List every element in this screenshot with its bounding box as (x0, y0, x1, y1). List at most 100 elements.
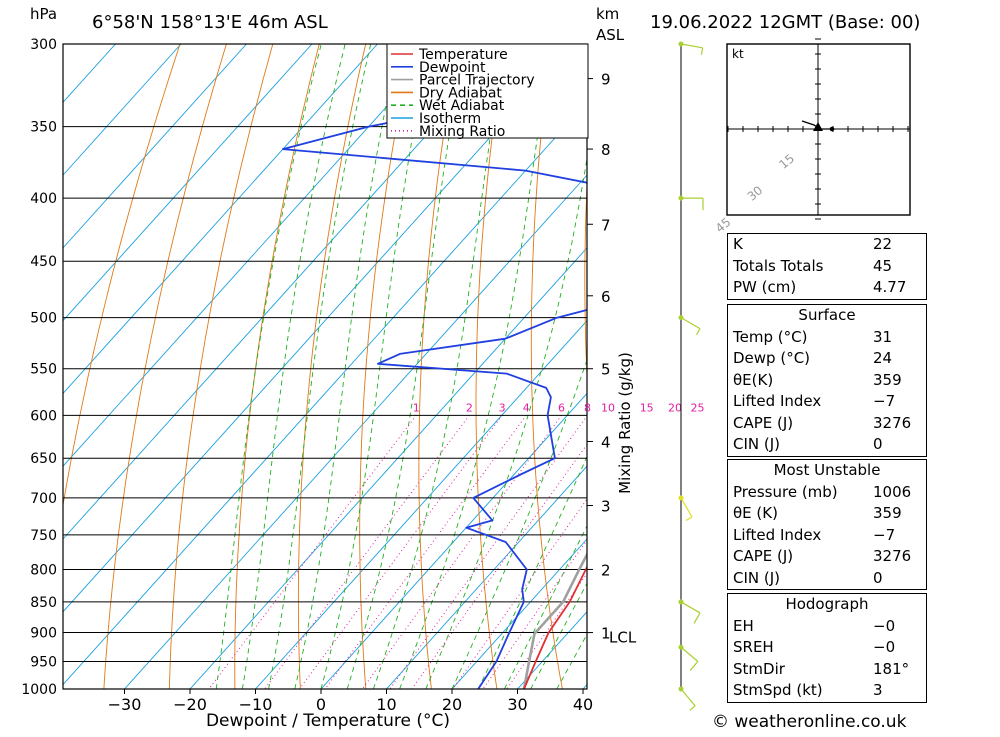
x-tick-label: 30 (507, 695, 527, 714)
most-unstable-row: Lifted Index−7 (728, 525, 926, 547)
hodograph-title: Hodograph (728, 594, 926, 616)
wet-adiabat-line (216, 44, 321, 689)
hodograph-value: −0 (873, 616, 926, 638)
dry-adiabat-line (923, 44, 1000, 689)
mixing-ratio-tick-label: 15 (640, 401, 654, 414)
most-unstable-label: CIN (J) (728, 568, 873, 590)
indices-label: K (728, 234, 873, 256)
mixing-ratio-tick-label: 25 (690, 401, 704, 414)
most-unstable-label: CAPE (J) (728, 546, 873, 568)
mixing-ratio-line (412, 415, 608, 689)
km-tick-label: 6 (601, 288, 611, 306)
most-unstable-label: θE (K) (728, 503, 873, 525)
wind-barb-flag (686, 517, 692, 521)
isotherm-line (0, 44, 443, 689)
isotherm-line (0, 44, 116, 689)
wind-barb-flag (690, 661, 698, 670)
surface-row: Lifted Index−7 (728, 391, 926, 413)
isotherm-line (0, 44, 509, 689)
wind-barb-staff (681, 44, 703, 48)
pressure-tick-label: 850 (30, 595, 57, 611)
indices-value: 4.77 (873, 277, 926, 299)
wind-barb-flag (697, 329, 701, 335)
surface-row: Temp (°C)31 (728, 327, 926, 349)
asl-unit-label: ASL (596, 26, 625, 44)
km-tick-label: 8 (601, 141, 611, 159)
mixing-ratio-line (325, 415, 526, 689)
isotherm-line (59, 44, 640, 689)
wind-profile (679, 42, 704, 711)
most-unstable-value: 1006 (873, 482, 926, 504)
pressure-tick-label: 350 (30, 120, 57, 136)
lcl-label: LCL (609, 629, 637, 647)
wet-adiabat-line (242, 44, 345, 689)
hodograph-row: StmSpd (kt)3 (728, 680, 926, 702)
mixing-ratio-tick-label: 2 (466, 401, 473, 414)
surface-label: Lifted Index (728, 391, 873, 413)
dry-adiabat-line (969, 44, 1000, 689)
isotherm-line (0, 44, 574, 689)
km-tick-label: 2 (601, 561, 611, 579)
pressure-tick-label: 500 (30, 311, 57, 327)
dry-adiabat-line (38, 44, 180, 689)
indices-value: 22 (873, 234, 926, 256)
surface-label: Dewp (°C) (728, 348, 873, 370)
copyright: © weatheronline.co.uk (712, 712, 907, 732)
wind-barb-staff (681, 318, 700, 329)
dry-adiabat-line (104, 44, 226, 689)
wind-barb-flag (690, 706, 695, 710)
surface-row: CAPE (J)3276 (728, 413, 926, 435)
valid-time: 19.06.2022 12GMT (Base: 00) (650, 12, 920, 33)
pressure-tick-label: 700 (30, 491, 57, 507)
mixing-ratio-line (483, 415, 675, 689)
surface-value: 31 (873, 327, 926, 349)
mixing-ratio-tick-label: 3 (499, 401, 506, 414)
pressure-tick-label: 600 (30, 408, 57, 424)
km-tick-label: 5 (601, 361, 611, 379)
hodograph-row: SREH−0 (728, 637, 926, 659)
surface-row: CIN (J)0 (728, 434, 926, 456)
most-unstable-table: Most Unstable Pressure (mb)1006 θE (K)35… (727, 459, 927, 590)
most-unstable-row: Pressure (mb)1006 (728, 482, 926, 504)
hodograph-label: StmSpd (kt) (728, 680, 873, 702)
most-unstable-value: −7 (873, 525, 926, 547)
most-unstable-row: CIN (J)0 (728, 568, 926, 590)
most-unstable-label: Lifted Index (728, 525, 873, 547)
isotherm-line (190, 44, 771, 689)
surface-value: 3276 (873, 413, 926, 435)
most-unstable-label: Pressure (mb) (728, 482, 873, 504)
hodograph-value: −0 (873, 637, 926, 659)
mixing-ratio-line (507, 415, 698, 689)
parcel-trajectory-line (524, 156, 671, 689)
mixing-ratio-tick-label: 4 (523, 401, 530, 414)
mixing-ratio-tick-label: 1 (413, 401, 420, 414)
x-tick-label: 40 (573, 695, 593, 714)
surface-value: 24 (873, 348, 926, 370)
indices-label: Totals Totals (728, 256, 873, 278)
pressure-tick-label: 400 (30, 191, 57, 207)
pressure-tick-label: 450 (30, 254, 57, 270)
wind-barb-staff (681, 602, 700, 613)
surface-value: 0 (873, 434, 926, 456)
wet-adiabat-line (295, 44, 399, 689)
indices-row-pw: PW (cm)4.77 (728, 277, 926, 299)
wind-barb-flag (701, 48, 702, 55)
isobars (63, 44, 587, 689)
wind-barb-staff (681, 689, 695, 706)
plot-frame (63, 44, 587, 689)
mixing-ratio-tick-label: 6 (558, 401, 565, 414)
dry-adiabat-line (169, 44, 272, 689)
surface-label: θE(K) (728, 370, 873, 392)
mixing-ratio-tick-label: 10 (601, 401, 615, 414)
hodograph-label: StmDir (728, 659, 873, 681)
hodograph-label: EH (728, 616, 873, 638)
most-unstable-value: 3276 (873, 546, 926, 568)
most-unstable-value: 0 (873, 568, 926, 590)
wind-barb-staff (681, 647, 698, 661)
most-unstable-row: θE (K)359 (728, 503, 926, 525)
x-axis-label: Dewpoint / Temperature (°C) (206, 711, 450, 731)
